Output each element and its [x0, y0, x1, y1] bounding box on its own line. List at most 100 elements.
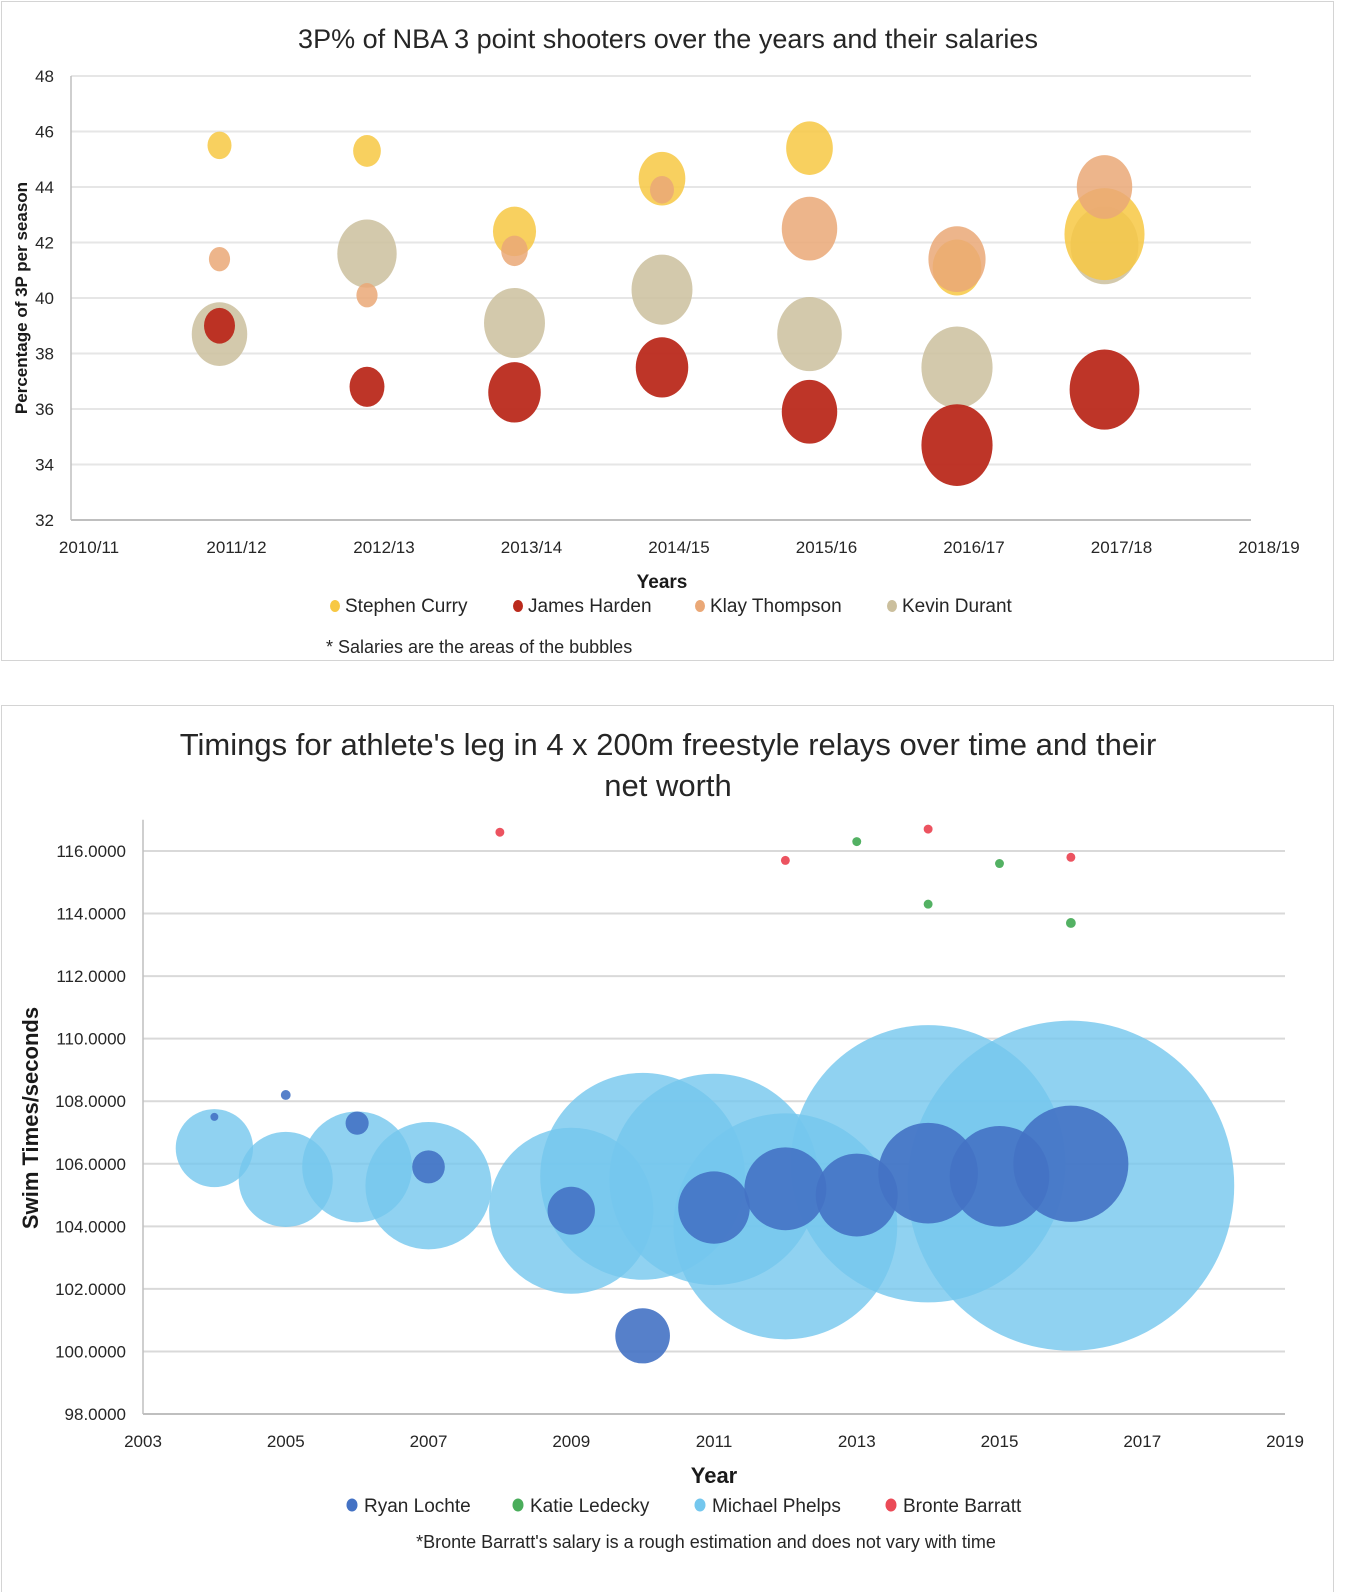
chart1-x-tick-label: 2017/18 [1091, 538, 1152, 557]
bubble-katie-ledecky-2016 [1065, 917, 1076, 928]
bubble-katie-ledecky-2014 [923, 899, 933, 909]
bubble-kevin-durant-2016-17 [921, 326, 993, 409]
chart1-title: 3P% of NBA 3 point shooters over the yea… [298, 24, 1038, 54]
chart2-y-tick-label: 100.0000 [55, 1342, 126, 1361]
bubble-bronte-barratt-2016 [1066, 852, 1076, 862]
chart2-x-tick-label: 2009 [552, 1432, 590, 1451]
legend-label-klay-thompson: Klay Thompson [710, 596, 842, 617]
chart2-footnote: *Bronte Barratt's salary is a rough esti… [416, 1532, 996, 1552]
legend-marker-michael-phelps [694, 1498, 706, 1512]
legend-label-bronte-barratt: Bronte Barratt [903, 1496, 1022, 1517]
chart2-x-ticks: 2003 2005 2007 2009 2011 2013 2015 2017 2019 [124, 1432, 1304, 1451]
chart2-x-tick-label: 2007 [410, 1432, 448, 1451]
legend-label-katie-ledecky: Katie Ledecky [530, 1496, 650, 1517]
chart1-x-ticks: 2010/11 2011/12 2012/13 2013/14 2014/15 2015/… [59, 538, 1300, 557]
bubble-ryan-lochte-2016 [1013, 1105, 1129, 1222]
legend-label-michael-phelps: Michael Phelps [712, 1496, 841, 1517]
bubble-michael-phelps-2004 [175, 1109, 254, 1188]
bubble-james-harden-2011-12 [204, 307, 235, 344]
chart2-y-tick-label: 106.0000 [55, 1155, 126, 1174]
chart2-x-axis-label: Year [691, 1463, 738, 1488]
bubble-stephen-curry-2017-18 [1064, 188, 1145, 281]
bubble-james-harden-2013-14 [488, 362, 541, 423]
chart1-y-tick-label: 44 [35, 178, 54, 197]
chart1-x-tick-label: 2016/17 [943, 538, 1004, 557]
chart2-legend: Ryan Lochte Katie Ledecky Michael Phelps Br… [346, 1496, 1022, 1517]
bubble-klay-thompson-2013-14 [501, 235, 528, 267]
bubble-ryan-lochte-2009 [547, 1186, 595, 1235]
chart1-x-tick-label: 2012/13 [353, 538, 414, 557]
legend-label-stephen-curry: Stephen Curry [345, 596, 468, 617]
legend-marker-kevin-durant [887, 600, 897, 612]
bubble-bronte-barratt-2014 [923, 824, 933, 834]
chart1-y-tick-label: 42 [35, 234, 54, 253]
chart1-y-tick-label: 36 [35, 400, 54, 419]
bubble-klay-thompson-2011-12 [208, 246, 231, 272]
bubble-stephen-curry-2012-13 [353, 134, 381, 167]
chart2-x-tick-label: 2019 [1266, 1432, 1304, 1451]
legend-marker-klay-thompson [695, 600, 705, 612]
bubble-bronte-barratt-2008 [495, 827, 505, 837]
chart1-x-tick-label: 2013/14 [501, 538, 562, 557]
bubble-james-harden-2014-15 [635, 337, 689, 398]
legend-marker-james-harden [513, 600, 523, 612]
legend-marker-ryan-lochte [346, 1498, 358, 1512]
bubble-ryan-lochte-2011 [678, 1171, 750, 1244]
chart1-x-tick-label: 2011/12 [206, 538, 266, 557]
chart1-footnote: * Salaries are the areas of the bubbles [326, 637, 632, 657]
bubble-klay-thompson-2017-18 [1076, 155, 1133, 219]
chart2-y-tick-label: 108.0000 [55, 1092, 126, 1111]
chart2-x-tick-label: 2005 [267, 1432, 305, 1451]
bubble-bronte-barratt-2012 [780, 855, 790, 865]
chart1-x-axis-label: Years [637, 572, 688, 593]
chart1-y-tick-label: 38 [35, 345, 54, 364]
bubble-ryan-lochte-2010 [615, 1308, 670, 1364]
chart2-x-tick-label: 2013 [838, 1432, 876, 1451]
chart2-y-axis-label: Swim Times/seconds [18, 1007, 43, 1229]
bubble-james-harden-2016-17 [921, 404, 993, 486]
chart2-x-tick-label: 2017 [1123, 1432, 1161, 1451]
chart2-y-tick-label: 98.0000 [65, 1405, 126, 1424]
legend-marker-bronte-barratt [885, 1498, 897, 1512]
bubble-james-harden-2012-13 [349, 366, 385, 407]
chart1-x-tick-label: 2014/15 [648, 538, 709, 557]
bubble-michael-phelps-2007 [365, 1121, 492, 1250]
bubble-klay-thompson-2012-13 [356, 283, 378, 308]
chart1-y-tick-label: 46 [35, 123, 54, 142]
chart1-x-tick-label: 2018/19 [1238, 538, 1299, 557]
bubble-ryan-lochte-2012 [744, 1147, 827, 1231]
chart1-y-tick-label: 34 [35, 456, 54, 475]
bubble-katie-ledecky-2015 [995, 859, 1004, 869]
chart1-y-ticks: 32 34 36 38 40 42 44 46 48 [35, 67, 54, 530]
chart2-y-tick-label: 102.0000 [55, 1280, 126, 1299]
bubble-kevin-durant-2015-16 [777, 296, 842, 372]
chart1-y-axis-label: Percentage of 3P per season [12, 182, 31, 414]
legend-marker-stephen-curry [330, 600, 340, 612]
chart1-x-tick-label: 2010/11 [59, 538, 119, 557]
chart2-x-tick-label: 2003 [124, 1432, 162, 1451]
chart2-y-tick-label: 112.0000 [56, 967, 126, 986]
chart1-legend: Stephen Curry James Harden Klay Thompson Ke… [330, 596, 1013, 617]
bubble-ryan-lochte-2005 [280, 1090, 291, 1100]
bubble-klay-thompson-2016-17 [928, 226, 986, 293]
bubble-ryan-lochte-2014 [878, 1122, 978, 1224]
chart2-x-tick-label: 2015 [981, 1432, 1019, 1451]
chart2-y-ticks: 98.0000 100.0000 102.0000 104.0000 106.0000 1… [55, 842, 126, 1424]
legend-label-james-harden: James Harden [528, 596, 652, 617]
bubble-klay-thompson-2015-16 [781, 196, 838, 261]
chart2-title-line1: Timings for athlete's leg in 4 x 200m fr… [180, 727, 1157, 762]
bubble-ryan-lochte-2013 [815, 1153, 898, 1237]
chart2-y-tick-label: 114.0000 [56, 905, 126, 924]
chart2-y-tick-label: 110.0000 [56, 1030, 126, 1049]
chart2-x-tick-label: 2011 [696, 1432, 733, 1451]
chart2-y-tick-label: 116.0000 [56, 842, 126, 861]
chart1-y-tick-label: 32 [35, 511, 54, 530]
bubble-kevin-durant-2013-14 [484, 287, 545, 359]
bubble-stephen-curry-2015-16 [786, 121, 833, 175]
chart1-y-tick-label: 48 [35, 67, 54, 86]
bubble-kevin-durant-2012-13 [337, 219, 397, 288]
bubble-james-harden-2015-16 [781, 379, 838, 444]
chart2-title-line2: net worth [604, 768, 732, 803]
bubble-ryan-lochte-2006 [345, 1111, 369, 1135]
